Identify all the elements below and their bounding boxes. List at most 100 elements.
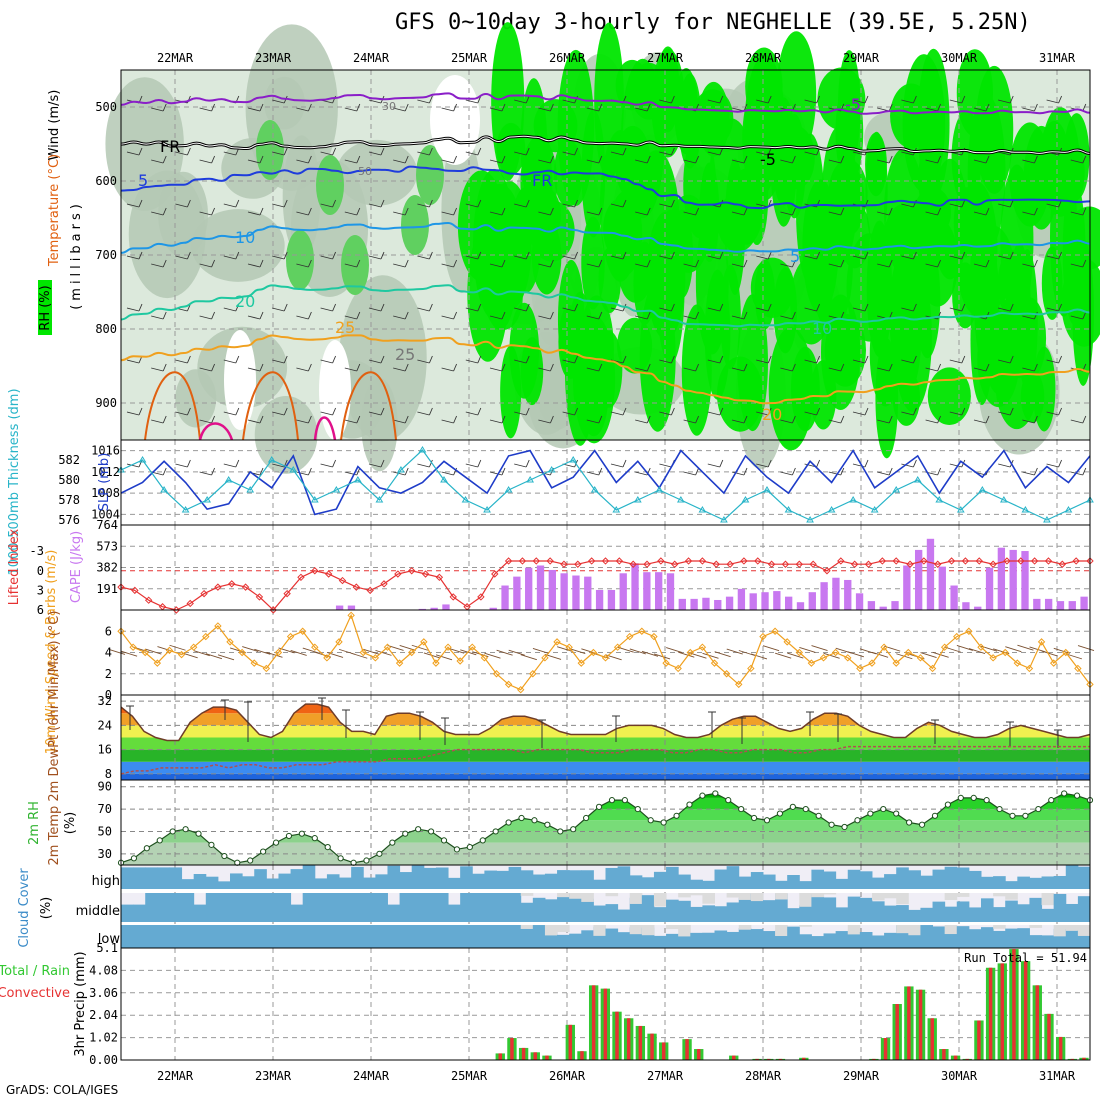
rh2m-marker: [272, 839, 280, 846]
wind-barb: [949, 411, 962, 416]
wind-barb-flag: [719, 95, 724, 104]
date-label-bottom: 30MAR: [941, 1069, 978, 1083]
wind-barb: [1046, 99, 1059, 104]
wind-barb-flag: [186, 407, 191, 416]
rh2m-marker: [130, 855, 138, 862]
wind-barb: [562, 359, 575, 364]
thickness-marker: [526, 476, 535, 483]
cloud-cover-bar: [799, 905, 812, 922]
wind-barb: [247, 107, 261, 112]
cloud-cover-bar: [532, 925, 546, 948]
li-tick-label: 6: [37, 603, 44, 617]
precip-tick-label: 1.02: [89, 1031, 118, 1045]
wind-barb-flag: [791, 363, 796, 372]
wind-barb: [126, 307, 140, 312]
rh-green-blob: [1032, 346, 1056, 432]
wind-barb: [804, 151, 817, 156]
cloud-cover-bar: [375, 893, 388, 922]
wind-barb-flag: [719, 355, 724, 364]
cloud-gap: [666, 925, 679, 930]
rh2m-marker: [763, 817, 771, 824]
rh2m-marker: [776, 810, 784, 817]
wind-barb: [417, 203, 430, 208]
cloud-cover-bar: [278, 873, 292, 889]
rh2m-marker: [260, 848, 267, 855]
li-marker: [532, 557, 540, 565]
panel-frame: [120, 947, 1091, 1061]
rh2m-marker: [156, 837, 163, 844]
precip-convective-bar: [1012, 949, 1016, 1060]
wind-barb: [223, 151, 236, 156]
precip-tick-label: 5.1: [96, 941, 118, 955]
wind-barb-flag: [307, 467, 312, 476]
cloud-gap: [726, 893, 740, 898]
wind-barb: [393, 107, 406, 112]
cloud-cover-bar: [1005, 928, 1018, 948]
wind-barb: [925, 419, 938, 424]
precip-convective-bar: [615, 1011, 619, 1060]
wind-barb: [683, 367, 696, 372]
cape-bar: [595, 589, 604, 610]
wind-barb-flag: [453, 259, 458, 268]
cape-bar: [891, 601, 899, 610]
wind-barb: [731, 419, 745, 424]
cape-bar: [714, 599, 722, 610]
cloud-cover-bar: [1053, 893, 1067, 922]
wind-barb: [514, 307, 527, 312]
cloud-cover-bar: [472, 873, 485, 889]
cloud-cover-bar: [678, 933, 691, 948]
cloud-cover-bar: [847, 869, 861, 889]
wind-barb: [1070, 315, 1083, 320]
cloud-cover-bar: [351, 925, 364, 948]
temp-band: [121, 761, 1090, 774]
wind-barb: [973, 211, 987, 216]
rh-shade-blob: [158, 171, 209, 258]
rh-white-patch: [224, 330, 256, 430]
cape-bar: [997, 547, 1006, 610]
surface-wind-barb: [762, 645, 780, 652]
wind-barb-flag: [816, 95, 821, 104]
ylabel-millibars: (millibars): [69, 200, 84, 310]
wind-barb: [852, 411, 866, 416]
wind-barb-flag: [549, 155, 554, 164]
wind-barb: [199, 263, 212, 268]
cloud-cover-bar: [399, 893, 413, 922]
wind-barb: [223, 255, 236, 260]
wind-barb: [731, 159, 745, 164]
wind-barb-flag: [767, 459, 772, 468]
wind-marker: [1074, 664, 1082, 673]
surface-wind-barb: [205, 653, 223, 660]
rh2m-marker: [143, 845, 150, 852]
precip-convective-bar: [918, 989, 923, 1060]
li-marker: [712, 560, 720, 568]
wind-marker: [747, 664, 755, 673]
li-marker: [629, 560, 637, 568]
li-marker: [781, 560, 790, 568]
ylabel-slp: SLP (mb): [97, 453, 112, 512]
contour-label: 25: [335, 318, 355, 337]
contour-label: -5: [760, 150, 776, 169]
wind-barb: [272, 99, 285, 104]
wind-barb-flag: [332, 251, 337, 260]
wind-barb: [925, 159, 938, 164]
wind-barb-flag: [428, 459, 433, 468]
cloud-cover-bar: [121, 925, 134, 948]
run-total-text: Run Total = 51.94: [964, 951, 1087, 965]
wind-barb-flag: [211, 467, 216, 476]
precip-convective-bar: [767, 1058, 771, 1060]
wind-grid: [121, 610, 1090, 696]
wind-barb: [756, 307, 769, 312]
wind-barb: [610, 463, 624, 468]
precip-convective-bar: [907, 986, 911, 1060]
wind-barb-flag: [622, 355, 627, 364]
wind-barb-flag: [501, 415, 506, 424]
wind-marker: [880, 643, 888, 651]
li-marker: [172, 606, 181, 614]
cloud-cover-bar: [278, 925, 292, 948]
wind-barb-flag: [864, 95, 869, 104]
cloud-cover-bar: [411, 865, 425, 889]
isotherm-35: [313, 416, 337, 441]
wind-barb: [320, 255, 333, 260]
cloud-cover-bar: [666, 866, 679, 889]
wind-barb: [756, 255, 769, 260]
